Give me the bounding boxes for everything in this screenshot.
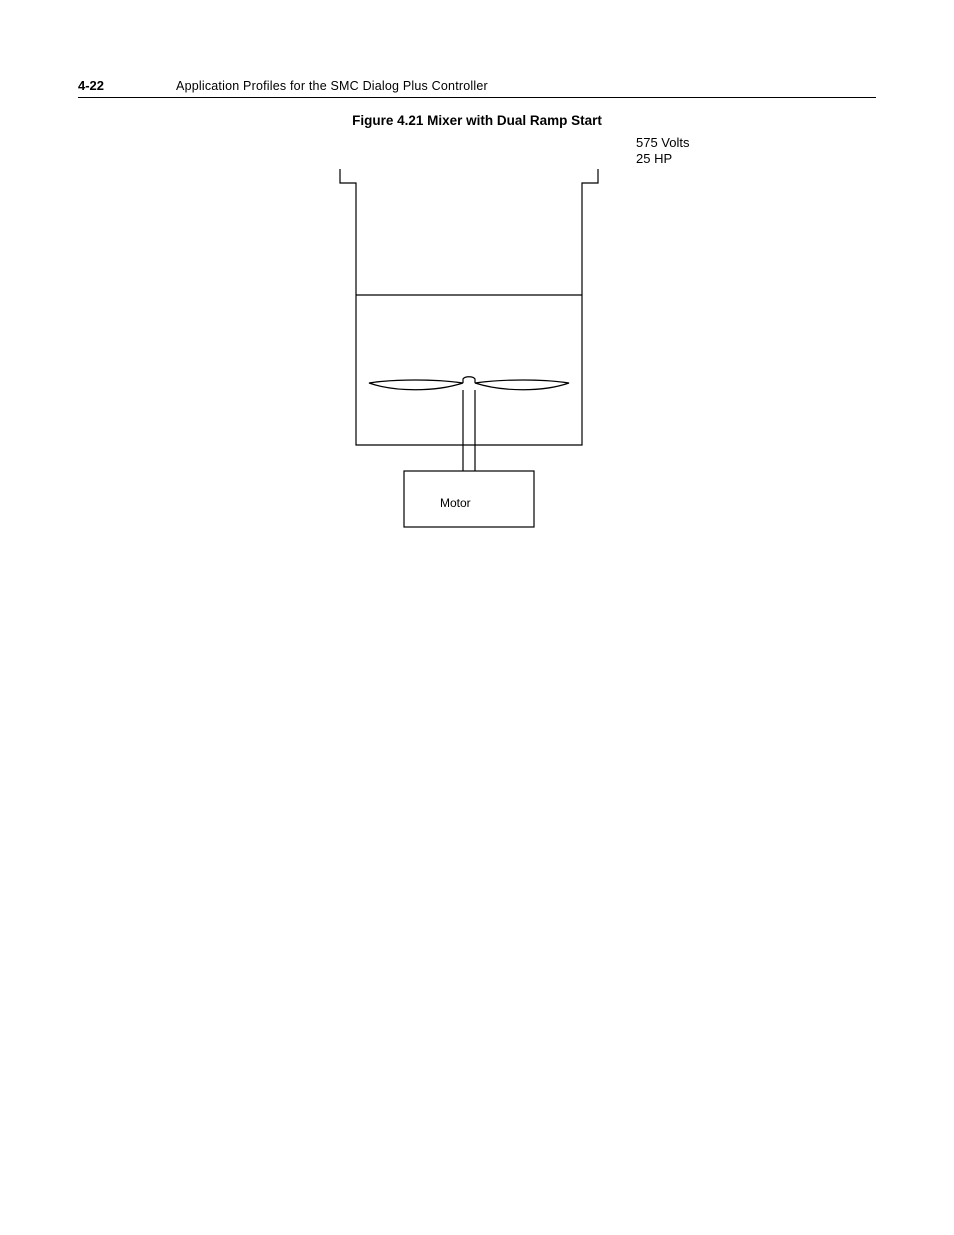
page-number: 4-22 — [78, 78, 104, 93]
motor-spec: 575 Volts 25 HP — [636, 135, 690, 168]
spec-volts: 575 Volts — [636, 135, 690, 151]
spec-hp: 25 HP — [636, 151, 690, 167]
motor-label: Motor — [440, 496, 471, 510]
impeller-hub — [463, 377, 475, 383]
header-title: Application Profiles for the SMC Dialog … — [176, 79, 488, 93]
page-header: 4-22 Application Profiles for the SMC Di… — [78, 78, 876, 98]
impeller-blade-right — [475, 380, 569, 390]
figure-caption: Figure 4.21 Mixer with Dual Ramp Start — [0, 113, 954, 128]
page: 4-22 Application Profiles for the SMC Di… — [0, 0, 954, 1235]
mixer-diagram — [300, 165, 640, 545]
impeller-blade-left — [369, 380, 463, 390]
tank-outline — [340, 169, 598, 445]
